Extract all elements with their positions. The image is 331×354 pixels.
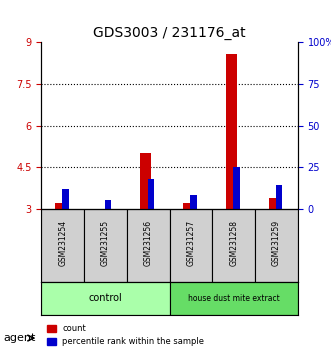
Text: GSM231258: GSM231258 <box>229 219 238 266</box>
Title: GDS3003 / 231176_at: GDS3003 / 231176_at <box>93 26 246 40</box>
FancyBboxPatch shape <box>127 209 169 282</box>
Text: GSM231259: GSM231259 <box>272 219 281 266</box>
Bar <box>269 198 279 209</box>
Text: GSM231257: GSM231257 <box>186 219 196 266</box>
Bar <box>148 179 154 209</box>
Text: GSM231256: GSM231256 <box>144 219 153 266</box>
Bar <box>55 203 66 209</box>
Text: house dust mite extract: house dust mite extract <box>188 294 280 303</box>
FancyBboxPatch shape <box>170 282 298 315</box>
FancyBboxPatch shape <box>84 209 127 282</box>
FancyBboxPatch shape <box>41 282 170 315</box>
Bar <box>190 195 197 209</box>
FancyBboxPatch shape <box>41 209 84 282</box>
Bar <box>62 189 69 209</box>
Bar <box>276 185 282 209</box>
Text: control: control <box>89 293 122 303</box>
FancyBboxPatch shape <box>255 209 298 282</box>
Bar <box>233 167 240 209</box>
Bar <box>183 203 194 209</box>
FancyBboxPatch shape <box>169 209 213 282</box>
Bar <box>105 200 111 209</box>
Bar <box>140 153 151 209</box>
FancyBboxPatch shape <box>213 209 255 282</box>
Text: GSM231255: GSM231255 <box>101 219 110 266</box>
Text: agent: agent <box>3 333 36 343</box>
Bar <box>226 53 237 209</box>
Text: GSM231254: GSM231254 <box>58 219 67 266</box>
Legend: count, percentile rank within the sample: count, percentile rank within the sample <box>44 321 208 350</box>
